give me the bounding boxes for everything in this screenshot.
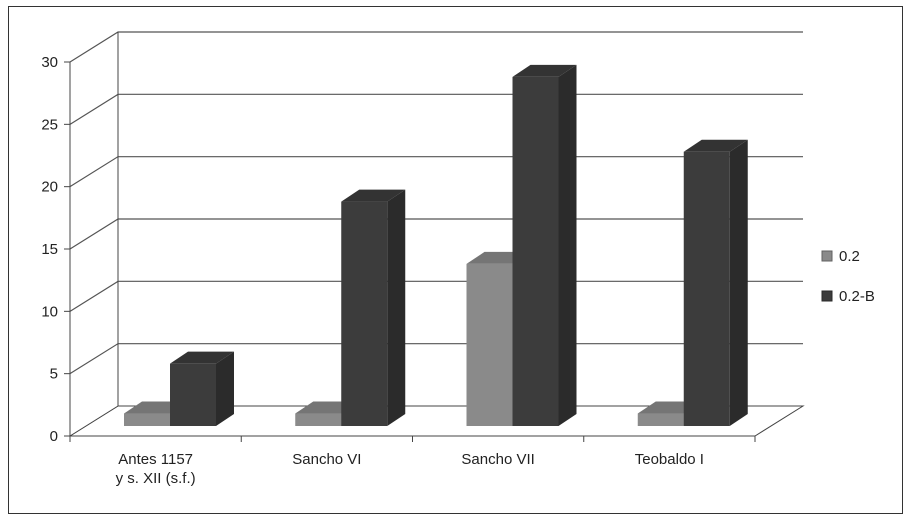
bar-top <box>170 351 234 364</box>
x-tick-label: y s. XII (s.f.) <box>116 470 196 487</box>
bar-front <box>683 151 730 426</box>
bar-front <box>466 263 513 426</box>
bar-side <box>387 189 406 426</box>
bar-top <box>512 64 577 77</box>
y-tick-label: 5 <box>50 366 58 383</box>
bar-front <box>512 76 559 426</box>
bar-side <box>216 351 234 426</box>
y-tick-label: 0 <box>50 428 58 445</box>
legend-swatch <box>821 250 833 262</box>
bar-side <box>558 64 577 426</box>
legend-label: 0.2-B <box>839 288 875 305</box>
gridline <box>69 93 803 125</box>
gridline <box>69 31 803 63</box>
legend-label: 0.2 <box>839 248 860 265</box>
x-tick-label: Antes 1157 <box>118 451 193 468</box>
bars <box>124 64 748 426</box>
bar-front <box>637 413 684 426</box>
legend-swatch <box>821 290 833 302</box>
bar-front <box>124 413 170 426</box>
bar-top <box>341 189 406 202</box>
bar-front <box>295 413 342 426</box>
x-tick-label: Sancho VI <box>292 451 361 468</box>
bar <box>512 64 577 426</box>
bar-front <box>341 201 388 426</box>
y-tick-label: 25 <box>41 116 58 133</box>
y-tick-label: 15 <box>41 241 58 258</box>
bar <box>341 189 406 426</box>
legend: 0.2 0.2-B <box>821 248 875 305</box>
x-tick-label: Sancho VII <box>461 451 534 468</box>
legend-item: 0.2 <box>821 248 860 265</box>
y-tick-label: 30 <box>41 54 58 71</box>
depth-axis-line <box>69 405 119 437</box>
y-axis-ticks: 0 5 10 15 20 25 30 <box>41 54 70 445</box>
legend-item: 0.2-B <box>821 288 875 305</box>
y-tick-label: 10 <box>41 303 58 320</box>
y-tick-label: 20 <box>41 179 58 196</box>
bar <box>683 139 748 426</box>
x-axis-labels: Antes 1157 y s. XII (s.f.) Sancho VI Sancho… <box>69 436 756 487</box>
x-tick-label: Teobaldo I <box>635 451 704 468</box>
bar-side <box>729 139 748 426</box>
bar-front <box>170 363 216 426</box>
bar <box>170 351 234 426</box>
bar-top <box>683 139 748 152</box>
